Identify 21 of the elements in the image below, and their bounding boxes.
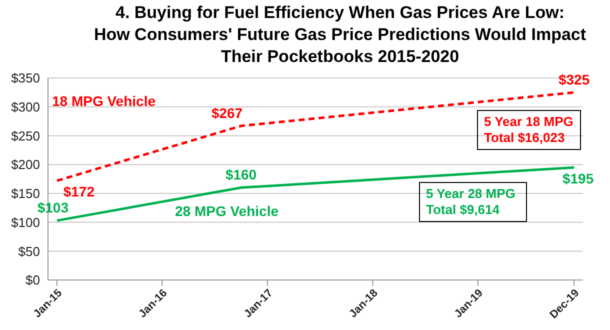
y-tick-label: $100	[11, 214, 40, 230]
series-label: 28 MPG Vehicle	[175, 203, 278, 219]
data-label: $172	[63, 184, 95, 200]
y-tick-label: $250	[11, 128, 40, 144]
annotation: 5 Year 28 MPG Total $9,614	[426, 186, 516, 218]
note-box: 5 Year 28 MPG Total $9,614	[419, 182, 527, 222]
annotation: 5 Year 18 MPG Total $16,023	[484, 114, 574, 146]
chart-title: 4. Buying for Fuel Efficiency When Gas Prices Are Low: How Consumers' Future Gas Price Predictions Would Impact Their Pocketbooks 2015-2020	[92, 2, 588, 68]
y-tick-label: $50	[18, 244, 40, 259]
text: 18 MPG Vehicle	[52, 93, 156, 109]
y-tick-label: $200	[11, 157, 40, 172]
data-label: $325	[558, 71, 590, 88]
data-label: $195	[562, 170, 594, 186]
y-tick-label: $150	[11, 186, 40, 202]
data-label: $103	[37, 200, 69, 216]
data-label: $267	[211, 104, 243, 121]
note-box: 5 Year 18 MPG Total $16,023	[477, 110, 581, 150]
y-tick-label: $300	[11, 99, 40, 114]
y-tick-label: $350	[11, 70, 40, 86]
y-tick-label: $0	[26, 272, 40, 288]
data-label: $160	[225, 166, 257, 183]
